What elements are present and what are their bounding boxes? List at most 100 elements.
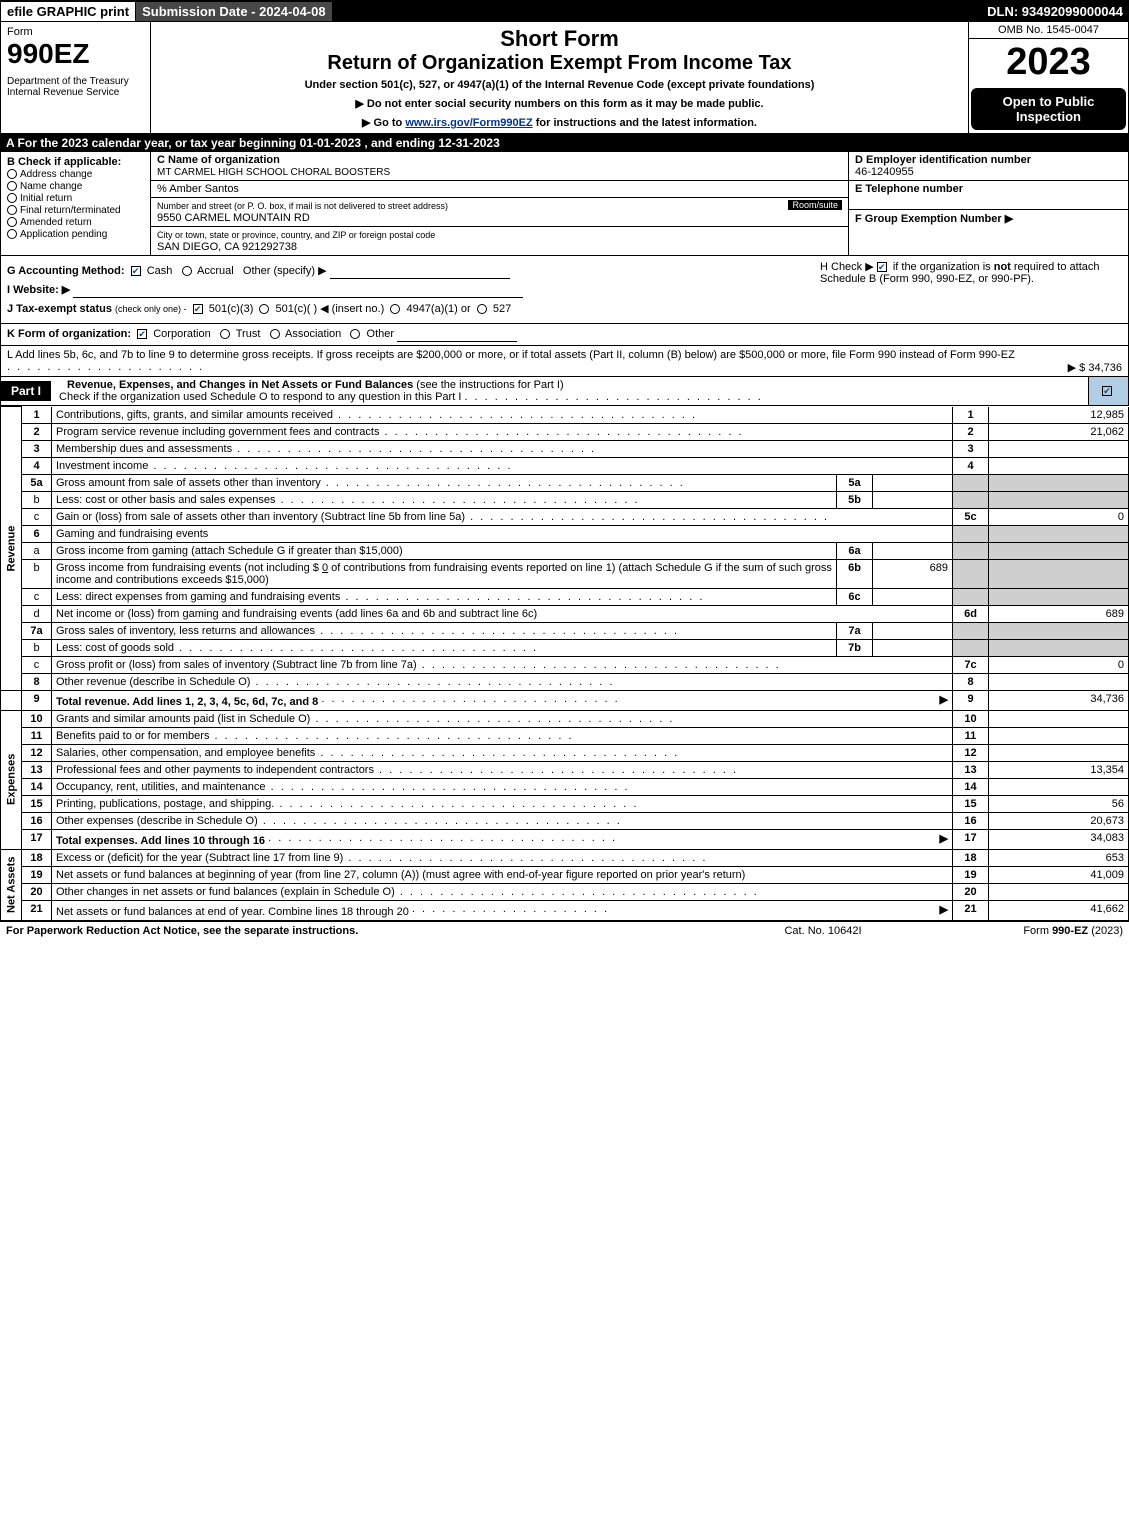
line-7b: b Less: cost of goods sold 7b: [1, 639, 1129, 656]
section-j: J Tax-exempt status (check only one) - 5…: [7, 302, 1122, 315]
cb-501c3[interactable]: [193, 304, 203, 314]
row-a-tax-year: A For the 2023 calendar year, or tax yea…: [0, 134, 1129, 152]
g-label: G Accounting Method:: [7, 265, 125, 277]
l5a-sval: [873, 474, 953, 491]
l8-desc: Other revenue (describe in Schedule O): [52, 673, 953, 690]
l6a-sbox: 6a: [837, 542, 873, 559]
street-block: Number and street (or P. O. box, if mail…: [151, 198, 848, 227]
l6c-desc: Less: direct expenses from gaming and fu…: [52, 588, 837, 605]
l21-desc: Net assets or fund balances at end of ye…: [52, 900, 953, 920]
line-3: 3 Membership dues and assessments 3: [1, 440, 1129, 457]
cb-name-change[interactable]: Name change: [7, 181, 144, 192]
city-state-zip: SAN DIEGO, CA 921292738: [157, 241, 297, 253]
l6a-shade: [953, 542, 989, 559]
l19-box: 19: [953, 866, 989, 883]
l4-num: 4: [22, 457, 52, 474]
l7b-sbox: 7b: [837, 639, 873, 656]
section-b: B Check if applicable: Address change Na…: [1, 152, 151, 255]
line-14: 14 Occupancy, rent, utilities, and maint…: [1, 778, 1129, 795]
h-not: not: [994, 261, 1011, 273]
j-note: (check only one) -: [115, 304, 187, 314]
l7a-shade2: [989, 622, 1129, 639]
cb-other-org[interactable]: [350, 329, 360, 339]
short-form-title: Short Form: [159, 26, 960, 52]
line-2: 2 Program service revenue including gove…: [1, 423, 1129, 440]
l21-arrow: ▶: [940, 903, 948, 916]
l14-num: 14: [22, 778, 52, 795]
l-amount: ▶ $ 34,736: [1068, 361, 1122, 374]
l7b-num: b: [22, 639, 52, 656]
cb-corporation[interactable]: [137, 329, 147, 339]
527-label: 527: [493, 303, 511, 315]
cb-4947a1[interactable]: [390, 304, 400, 314]
other-specify: Other (specify) ▶: [243, 265, 327, 277]
section-bcdef: B Check if applicable: Address change Na…: [0, 152, 1129, 256]
l2-amt: 21,062: [989, 423, 1129, 440]
cb-accrual[interactable]: [182, 266, 192, 276]
l11-amt: [989, 727, 1129, 744]
cb-final-return[interactable]: Final return/terminated: [7, 205, 144, 216]
cb-527[interactable]: [477, 304, 487, 314]
cb-trust[interactable]: [220, 329, 230, 339]
l2-num: 2: [22, 423, 52, 440]
l6d-box: 6d: [953, 605, 989, 622]
org-name: MT CARMEL HIGH SCHOOL CHORAL BOOSTERS: [157, 167, 390, 178]
other-org-input[interactable]: [397, 327, 517, 342]
part1-schedule-o-check[interactable]: [1088, 377, 1128, 405]
l13-desc: Professional fees and other payments to …: [52, 761, 953, 778]
l21-amt: 41,662: [989, 900, 1129, 920]
website-input[interactable]: [73, 283, 523, 298]
l11-num: 11: [22, 727, 52, 744]
l7a-num: 7a: [22, 622, 52, 639]
l6d-num: d: [22, 605, 52, 622]
l8-amt: [989, 673, 1129, 690]
l15-box: 15: [953, 795, 989, 812]
l6d-desc: Net income or (loss) from gaming and fun…: [52, 605, 953, 622]
l6d-amt: 689: [989, 605, 1129, 622]
cb-pending[interactable]: Application pending: [7, 229, 144, 240]
section-k: K Form of organization: Corporation Trus…: [0, 324, 1129, 346]
line-19: 19 Net assets or fund balances at beginn…: [1, 866, 1129, 883]
l12-desc: Salaries, other compensation, and employ…: [52, 744, 953, 761]
cb-association[interactable]: [270, 329, 280, 339]
form-number: 990EZ: [7, 38, 144, 70]
submission-date: Submission Date - 2024-04-08: [136, 2, 332, 21]
l16-desc: Other expenses (describe in Schedule O): [52, 812, 953, 829]
l11-desc: Benefits paid to or for members: [52, 727, 953, 744]
l5a-num: 5a: [22, 474, 52, 491]
l2-box: 2: [953, 423, 989, 440]
part1-title: Revenue, Expenses, and Changes in Net As…: [59, 379, 413, 391]
l21-num: 21: [22, 900, 52, 920]
irs-link[interactable]: www.irs.gov/Form990EZ: [405, 117, 532, 129]
cb-amended[interactable]: Amended return: [7, 217, 144, 228]
cb-initial-return[interactable]: Initial return: [7, 193, 144, 204]
other-specify-input[interactable]: [330, 264, 510, 279]
h-pre: H Check ▶: [820, 261, 877, 273]
l5a-shade2: [989, 474, 1129, 491]
l7c-num: c: [22, 656, 52, 673]
cb-schedule-b-not-required[interactable]: [877, 262, 887, 272]
section-b-header: B Check if applicable:: [7, 156, 144, 168]
cb-501c[interactable]: [259, 304, 269, 314]
cb-address-change[interactable]: Address change: [7, 169, 144, 180]
line-21: 21 Net assets or fund balances at end of…: [1, 900, 1129, 920]
efile-print-label[interactable]: efile GRAPHIC print: [0, 1, 136, 22]
l3-desc: Membership dues and assessments: [52, 440, 953, 457]
ssn-note: ▶ Do not enter social security numbers o…: [159, 97, 960, 110]
l5b-shade2: [989, 491, 1129, 508]
l5b-sbox: 5b: [837, 491, 873, 508]
l6c-sbox: 6c: [837, 588, 873, 605]
cb-cash[interactable]: [131, 266, 141, 276]
l5b-desc: Less: cost or other basis and sales expe…: [52, 491, 837, 508]
accrual-label: Accrual: [197, 265, 234, 277]
l8-box: 8: [953, 673, 989, 690]
part1-title-note: (see the instructions for Part I): [416, 379, 563, 391]
l18-num: 18: [22, 849, 52, 866]
section-l: L Add lines 5b, 6c, and 7b to line 9 to …: [0, 346, 1129, 377]
l3-amt: [989, 440, 1129, 457]
line-6a: a Gross income from gaming (attach Sched…: [1, 542, 1129, 559]
l1-desc: Contributions, gifts, grants, and simila…: [52, 407, 953, 424]
l6c-shade: [953, 588, 989, 605]
l18-box: 18: [953, 849, 989, 866]
l6b-num: b: [22, 559, 52, 588]
